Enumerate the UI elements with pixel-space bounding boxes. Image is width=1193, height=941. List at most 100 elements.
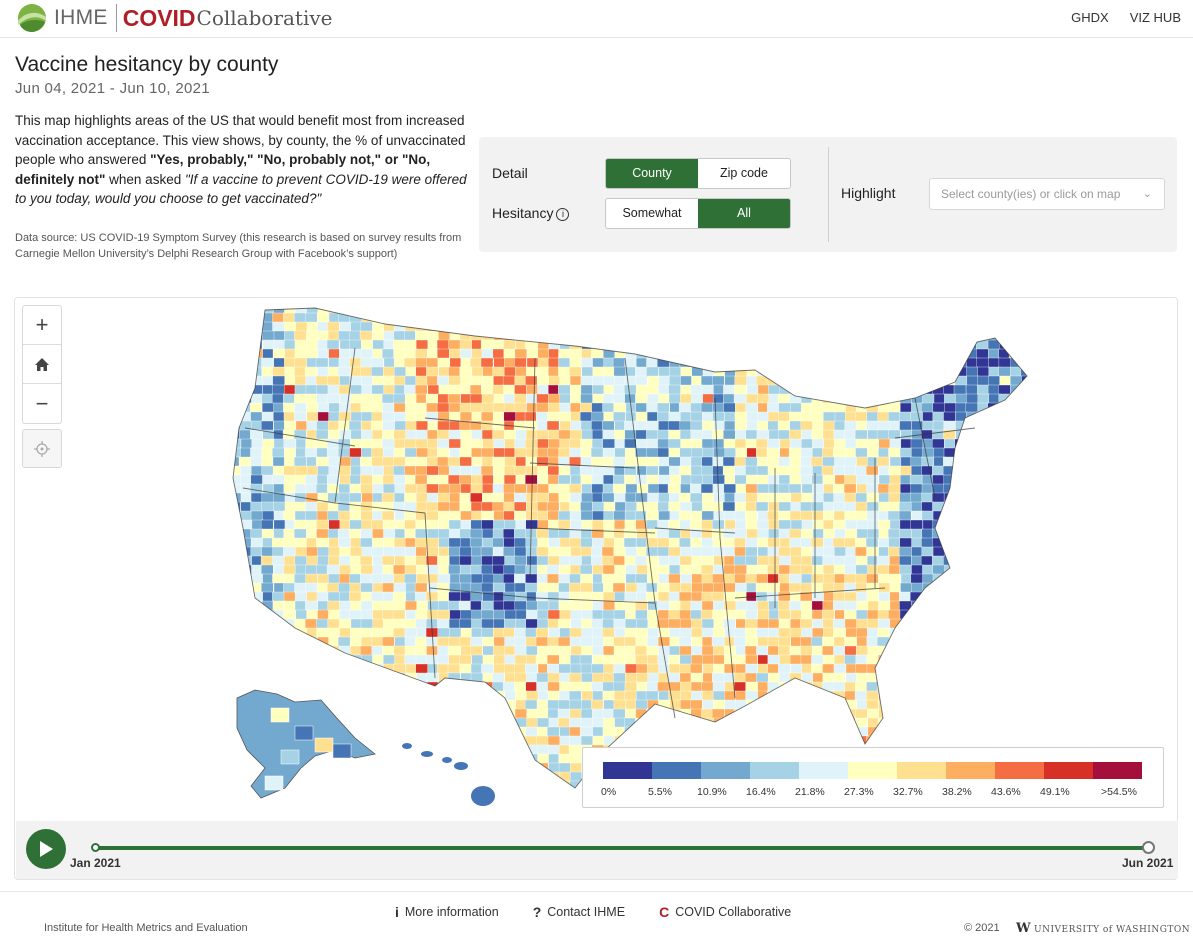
- county-cell[interactable]: [372, 726, 385, 738]
- county-cell[interactable]: [327, 672, 340, 684]
- county-cell[interactable]: [767, 402, 780, 414]
- county-cell[interactable]: [240, 663, 253, 675]
- county-cell[interactable]: [382, 402, 395, 414]
- county-cell[interactable]: [679, 330, 692, 342]
- county-cell[interactable]: [471, 438, 484, 450]
- county-cell[interactable]: [932, 304, 945, 315]
- county-cell[interactable]: [779, 438, 792, 450]
- county-cell[interactable]: [261, 393, 274, 405]
- county-cell[interactable]: [866, 510, 880, 522]
- county-cell[interactable]: [481, 429, 495, 441]
- county-cell[interactable]: [865, 537, 879, 549]
- county-cell[interactable]: [558, 330, 571, 342]
- county-cell[interactable]: [504, 645, 517, 657]
- county-cell[interactable]: [888, 384, 901, 396]
- county-cell[interactable]: [790, 555, 803, 567]
- county-cell[interactable]: [316, 510, 330, 522]
- county-cell[interactable]: [646, 312, 659, 324]
- county-cell[interactable]: [811, 717, 824, 729]
- county-cell[interactable]: [393, 393, 406, 405]
- county-cell[interactable]: [470, 681, 483, 693]
- county-cell[interactable]: [471, 654, 484, 666]
- county-cell[interactable]: [790, 717, 803, 729]
- county-cell[interactable]: [812, 591, 825, 603]
- county-cell[interactable]: [581, 600, 594, 612]
- county-cell[interactable]: [415, 645, 429, 657]
- county-cell[interactable]: [635, 304, 648, 315]
- county-cell[interactable]: [525, 564, 538, 576]
- county-cell[interactable]: [426, 402, 439, 414]
- county-cell[interactable]: [448, 690, 461, 702]
- county-cell[interactable]: [734, 474, 747, 486]
- county-cell[interactable]: [889, 330, 902, 342]
- county-cell[interactable]: [393, 780, 407, 791]
- county-cell[interactable]: [361, 717, 374, 729]
- county-cell[interactable]: [987, 438, 1001, 450]
- county-cell[interactable]: [866, 627, 880, 639]
- county-cell[interactable]: [734, 348, 747, 360]
- county-cell[interactable]: [900, 321, 913, 333]
- county-cell[interactable]: [922, 366, 935, 378]
- county-cell[interactable]: [240, 672, 253, 684]
- county-cell[interactable]: [394, 726, 407, 738]
- county-cell[interactable]: [304, 663, 318, 675]
- county-cell[interactable]: [680, 717, 694, 729]
- county-cell[interactable]: [756, 645, 769, 657]
- county-cell[interactable]: [977, 699, 990, 711]
- county-cell[interactable]: [712, 573, 725, 585]
- county-cell[interactable]: [580, 402, 593, 414]
- county-cell[interactable]: [536, 699, 550, 711]
- county-cell[interactable]: [680, 304, 693, 315]
- county-cell[interactable]: [911, 672, 924, 684]
- county-cell[interactable]: [987, 654, 1000, 666]
- county-cell[interactable]: [338, 672, 352, 684]
- county-cell[interactable]: [437, 654, 450, 666]
- county-cell[interactable]: [636, 672, 649, 684]
- county-cell[interactable]: [569, 699, 582, 711]
- county-cell[interactable]: [1009, 582, 1023, 594]
- county-cell[interactable]: [361, 681, 375, 693]
- county-cell[interactable]: [678, 510, 692, 522]
- county-cell[interactable]: [547, 510, 560, 522]
- county-cell[interactable]: [526, 312, 539, 324]
- county-cell[interactable]: [481, 384, 494, 396]
- county-cell[interactable]: [448, 438, 462, 450]
- county-cell[interactable]: [437, 609, 451, 621]
- county-cell[interactable]: [812, 492, 825, 504]
- county-cell[interactable]: [460, 321, 473, 333]
- county-cell[interactable]: [558, 429, 571, 441]
- county-cell[interactable]: [998, 456, 1012, 468]
- county-cell[interactable]: [327, 627, 340, 639]
- county-cell[interactable]: [415, 304, 428, 315]
- county-cell[interactable]: [295, 546, 308, 558]
- county-cell[interactable]: [381, 492, 395, 504]
- county-cell[interactable]: [647, 339, 660, 351]
- county-cell[interactable]: [426, 510, 439, 522]
- county-cell[interactable]: [845, 627, 858, 639]
- county-cell[interactable]: [624, 708, 638, 720]
- county-cell[interactable]: [546, 654, 560, 666]
- county-cell[interactable]: [349, 708, 363, 720]
- county-cell[interactable]: [612, 357, 626, 369]
- county-cell[interactable]: [548, 330, 561, 342]
- county-cell[interactable]: [965, 330, 978, 342]
- county-cell[interactable]: [789, 321, 803, 333]
- county-cell[interactable]: [724, 321, 737, 333]
- county-cell[interactable]: [866, 492, 880, 504]
- county-cell[interactable]: [558, 717, 571, 729]
- county-cell[interactable]: [635, 654, 648, 666]
- county-cell[interactable]: [823, 528, 836, 540]
- county-cell[interactable]: [537, 438, 550, 450]
- county-cell[interactable]: [613, 645, 627, 657]
- county-cell[interactable]: [921, 690, 935, 702]
- county-cell[interactable]: [580, 438, 593, 450]
- county-cell[interactable]: [548, 438, 561, 450]
- county-cell[interactable]: [448, 429, 462, 441]
- play-button[interactable]: [26, 829, 66, 869]
- county-cell[interactable]: [272, 465, 286, 477]
- county-cell[interactable]: [350, 654, 363, 666]
- county-cell[interactable]: [680, 312, 693, 324]
- county-cell[interactable]: [932, 573, 946, 585]
- county-cell[interactable]: [503, 348, 516, 360]
- county-cell[interactable]: [910, 681, 923, 693]
